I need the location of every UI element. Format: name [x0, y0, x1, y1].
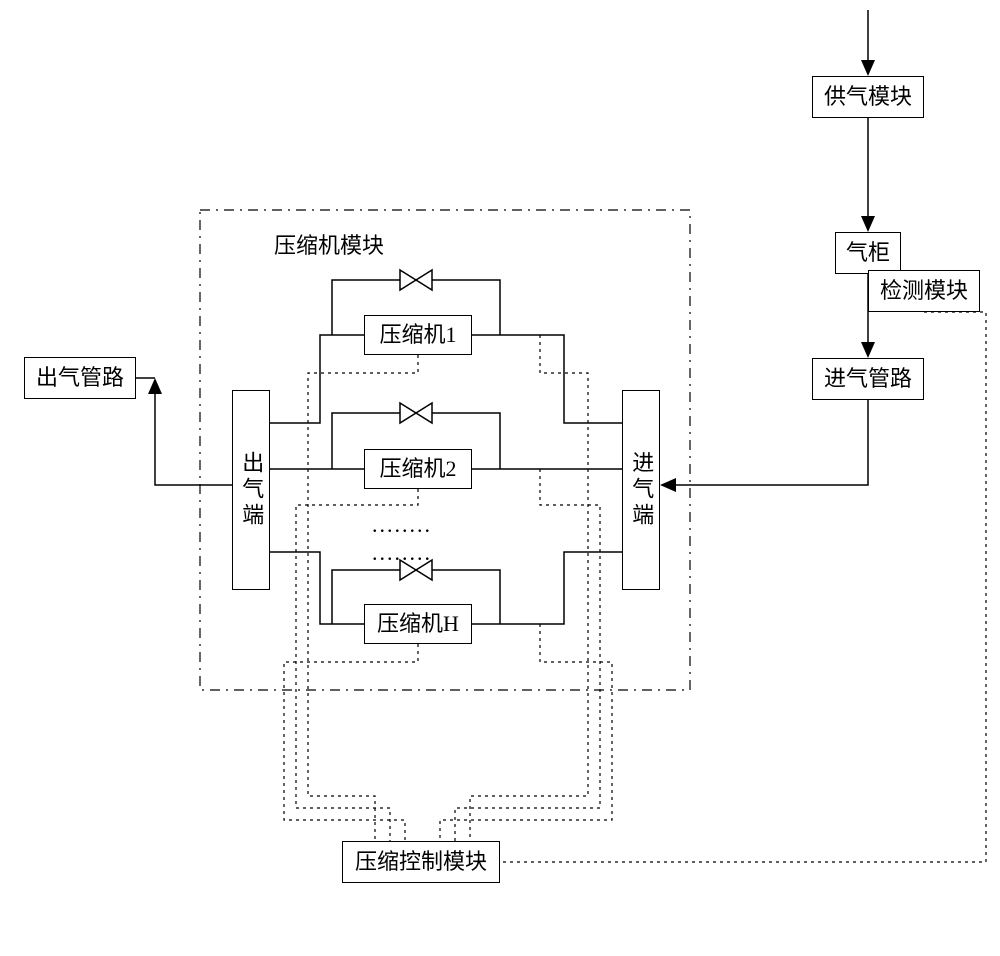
supply-module-box: 供气模块	[812, 76, 924, 118]
inlet-end-box: 进气端	[622, 390, 660, 590]
gas-holder-label: 气柜	[846, 239, 890, 268]
detection-module-label: 检测模块	[880, 277, 968, 306]
valve-icon	[400, 270, 432, 290]
inlet-pipe-label: 进气管路	[824, 365, 912, 394]
detection-module-box: 检测模块	[868, 270, 980, 312]
compressor-2-label: 压缩机2	[379, 455, 456, 484]
compression-control-box: 压缩控制模块	[342, 841, 500, 883]
compressor-1-label: 压缩机1	[379, 321, 456, 350]
inlet-pipe-box: 进气管路	[812, 358, 924, 400]
compressor-h-box: 压缩机H	[364, 604, 472, 644]
compressor-1-box: 压缩机1	[364, 315, 472, 355]
diagram-canvas: 供气模块 气柜 检测模块 进气管路 出气管路 压缩机模块 进气端 出气端 压缩机…	[0, 0, 1000, 956]
valve-icon	[400, 403, 432, 423]
compressor-2-box: 压缩机2	[364, 449, 472, 489]
supply-module-label: 供气模块	[824, 83, 912, 112]
compressor-module-label: 压缩机模块	[274, 228, 384, 260]
compression-control-label: 压缩控制模块	[355, 848, 487, 877]
ellipsis-2: ........	[372, 540, 432, 566]
outlet-end-label: 出气端	[237, 451, 266, 529]
ellipsis-1: ........	[372, 512, 432, 538]
inlet-end-label: 进气端	[627, 451, 656, 529]
outlet-pipe-box: 出气管路	[24, 357, 136, 399]
line-layer	[0, 0, 1000, 956]
outlet-pipe-label: 出气管路	[36, 364, 124, 393]
compressor-h-label: 压缩机H	[377, 610, 459, 639]
outlet-end-box: 出气端	[232, 390, 270, 590]
gas-holder-box: 气柜	[835, 232, 901, 274]
